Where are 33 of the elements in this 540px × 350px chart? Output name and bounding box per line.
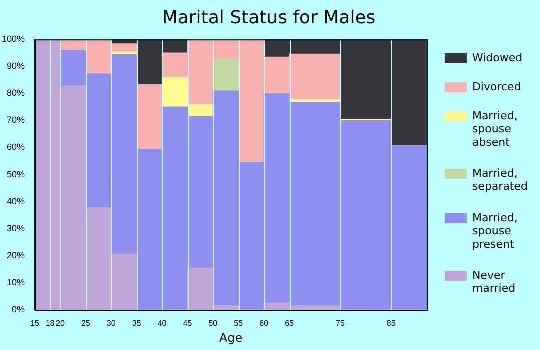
- chart-title: Marital Status for Males: [162, 7, 376, 28]
- x-tick-label: 65: [285, 319, 295, 328]
- x-tick-label: 30: [106, 319, 116, 328]
- x-tick-label: 35: [132, 319, 142, 328]
- x-axis-title: Age: [219, 330, 243, 345]
- y-tick-label: 40%: [7, 196, 26, 206]
- x-tick-label: 40: [158, 319, 168, 328]
- x-tick-label: 55: [234, 319, 244, 328]
- x-tick-label: 45: [183, 319, 193, 328]
- y-tick-label: 30%: [7, 223, 26, 234]
- x-tick-label: 60: [260, 319, 270, 328]
- legend-label: Divorced: [472, 80, 522, 94]
- x-tick-label: 25: [81, 319, 91, 328]
- legend-label: Married, spouse present: [472, 211, 518, 251]
- y-tick-label: 70%: [7, 115, 26, 126]
- legend-label: Married, spouse absent: [472, 109, 518, 149]
- x-tick-label: 85: [386, 319, 396, 328]
- y-tick-label: 90%: [7, 61, 26, 72]
- legend-label: Never married: [472, 268, 516, 296]
- x-tick-label: 50: [208, 319, 218, 328]
- y-tick-label: 100%: [2, 34, 26, 44]
- x-tick-label: 20: [56, 319, 66, 328]
- legend-label: Widowed: [472, 51, 523, 64]
- y-tick-label: 0%: [12, 304, 26, 314]
- y-tick-label: 80%: [7, 88, 26, 98]
- y-tick-label: 20%: [7, 250, 26, 260]
- x-tick-label: 15: [30, 319, 40, 328]
- y-tick-label: 60%: [7, 142, 26, 152]
- y-tick-label: 50%: [7, 169, 26, 180]
- x-tick-label: 18: [46, 319, 56, 328]
- x-tick-label: 75: [336, 319, 346, 328]
- y-tick-label: 10%: [7, 277, 26, 288]
- legend-label: Married, separated: [472, 166, 528, 194]
